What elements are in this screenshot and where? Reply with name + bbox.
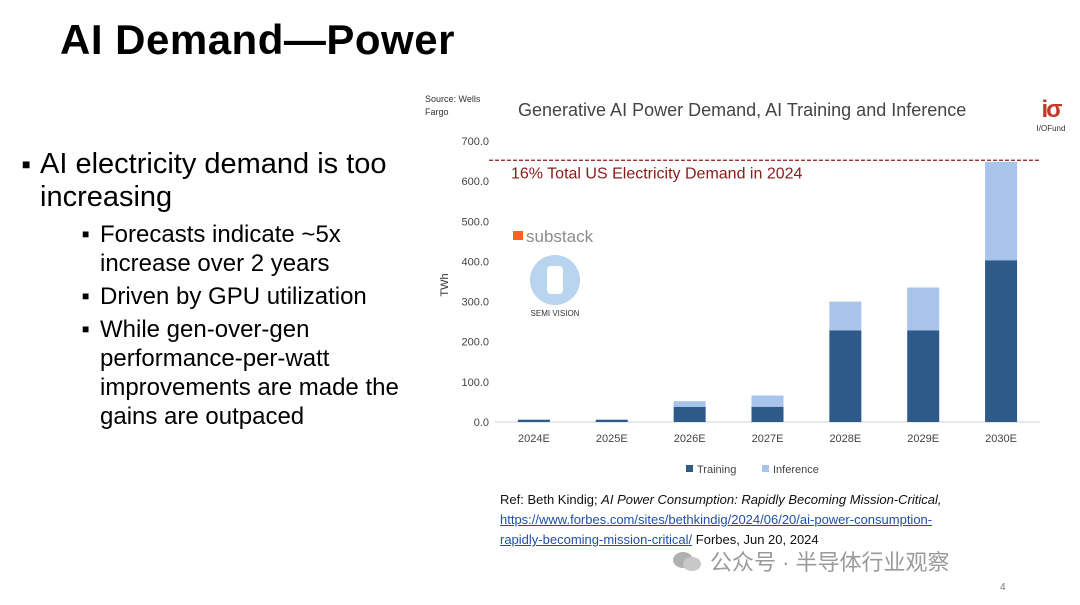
reference-link-part2[interactable]: rapidly-becoming-mission-critical/	[500, 532, 693, 547]
main-bullet: ■ AI electricity demand is too increasin…	[22, 148, 422, 214]
y-tick-label: 0.0	[474, 417, 489, 429]
x-tick-label: 2030E	[985, 433, 1017, 445]
x-tick-label: 2025E	[596, 433, 628, 445]
legend-label-training: Training	[697, 464, 736, 476]
semi-vision-logo-mark	[547, 266, 563, 294]
bullet-marker: ■	[82, 322, 90, 336]
legend: Training Inference	[686, 464, 819, 476]
bar-training	[673, 406, 706, 422]
bullet-marker: ■	[82, 289, 90, 303]
bar-inference	[985, 161, 1018, 261]
sub-bullet-text: Driven by GPU utilization	[100, 283, 367, 310]
reference-line-label: 16% Total US Electricity Demand in 2024	[511, 165, 803, 182]
bar-training	[517, 419, 550, 422]
sub-bullet-text: While gen-over-gen performance-per-watt …	[100, 316, 399, 430]
y-tick-label: 600.0	[461, 176, 489, 188]
iofund-logo: iσ I/OFund	[1028, 96, 1074, 133]
x-tick-label: 2029E	[907, 433, 939, 445]
x-tick-label: 2027E	[752, 433, 784, 445]
legend-label-inference: Inference	[773, 464, 819, 476]
bullet-marker: ■	[82, 227, 90, 241]
power-demand-chart: 0.0 100.0 200.0 300.0 400.0 500.0 600.0 700.0 s…	[439, 136, 1040, 476]
y-axis-label: TWh	[439, 273, 451, 296]
reference-suffix: Forbes, Jun 20, 2024	[692, 532, 819, 547]
bullet-marker: ■	[22, 156, 31, 172]
bullet-list: ■ AI electricity demand is too increasin…	[22, 148, 422, 435]
y-tick-label: 300.0	[461, 297, 489, 309]
bar-training	[985, 260, 1018, 422]
slide-title: AI Demand—Power	[60, 16, 455, 63]
y-tick-label: 200.0	[461, 337, 489, 349]
reference-line-group: 16% Total US Electricity Demand in 2024	[489, 159, 1040, 182]
x-tick-label: 2024E	[518, 433, 550, 445]
x-axis: 2024E 2025E 2026E 2027E 2028E 2029E 2030E	[518, 433, 1017, 445]
reference-link-part1[interactable]: https://www.forbes.com/sites/bethkindig/…	[500, 512, 933, 527]
x-tick-label: 2026E	[674, 433, 706, 445]
reference-article-title: AI Power Consumption: Rapidly Becoming M…	[601, 492, 942, 507]
x-tick-label: 2028E	[829, 433, 861, 445]
semi-vision-label: SEMI VISION	[531, 309, 580, 318]
page-number: 4	[1000, 582, 1006, 593]
bar-training	[907, 330, 940, 422]
bar-training	[829, 330, 862, 422]
bar-inference	[751, 395, 784, 407]
source-note: Source: Wells Fargo	[425, 94, 481, 117]
substack-watermark: substack SEMI VISION	[513, 227, 594, 318]
iofund-logo-mark: iσ	[1041, 96, 1062, 123]
bar-inference	[517, 419, 550, 420]
bar-inference	[829, 301, 862, 331]
bar-training	[751, 406, 784, 422]
y-tick-label: 500.0	[461, 216, 489, 228]
wechat-watermark: 公众号 · 半导体行业观察	[672, 545, 950, 577]
iofund-logo-name: I/OFund	[1036, 124, 1066, 133]
bar-inference	[907, 287, 940, 331]
reference-prefix: Ref: Beth Kindig;	[500, 492, 602, 507]
legend-swatch-inference	[762, 465, 769, 472]
y-tick-label: 100.0	[461, 377, 489, 389]
bar-inference	[595, 419, 628, 420]
wechat-icon	[673, 552, 701, 571]
main-bullet-text: AI electricity demand is too increasing	[40, 148, 387, 213]
reference-citation: Ref: Beth Kindig; AI Power Consumption: …	[500, 490, 1040, 550]
y-axis: 0.0 100.0 200.0 300.0 400.0 500.0 600.0 700.0	[461, 136, 1040, 429]
bar-training	[595, 419, 628, 422]
substack-label: substack	[526, 227, 594, 246]
y-tick-label: 400.0	[461, 256, 489, 268]
chart-title: Generative AI Power Demand, AI Training …	[518, 100, 967, 120]
legend-swatch-training	[686, 465, 693, 472]
bar-inference	[673, 401, 706, 407]
y-tick-label: 700.0	[461, 136, 489, 148]
sub-bullet-list: ■ Forecasts indicate ~5x increase over 2…	[82, 220, 422, 431]
sub-bullet: ■ Driven by GPU utilization	[82, 282, 422, 311]
sub-bullet: ■ Forecasts indicate ~5x increase over 2…	[82, 220, 422, 278]
substack-icon	[513, 231, 523, 240]
watermark-text: 公众号 · 半导体行业观察	[710, 550, 950, 575]
sub-bullet-text: Forecasts indicate ~5x increase over 2 y…	[100, 221, 341, 277]
sub-bullet: ■ While gen-over-gen performance-per-wat…	[82, 315, 422, 431]
bars	[517, 161, 1018, 422]
